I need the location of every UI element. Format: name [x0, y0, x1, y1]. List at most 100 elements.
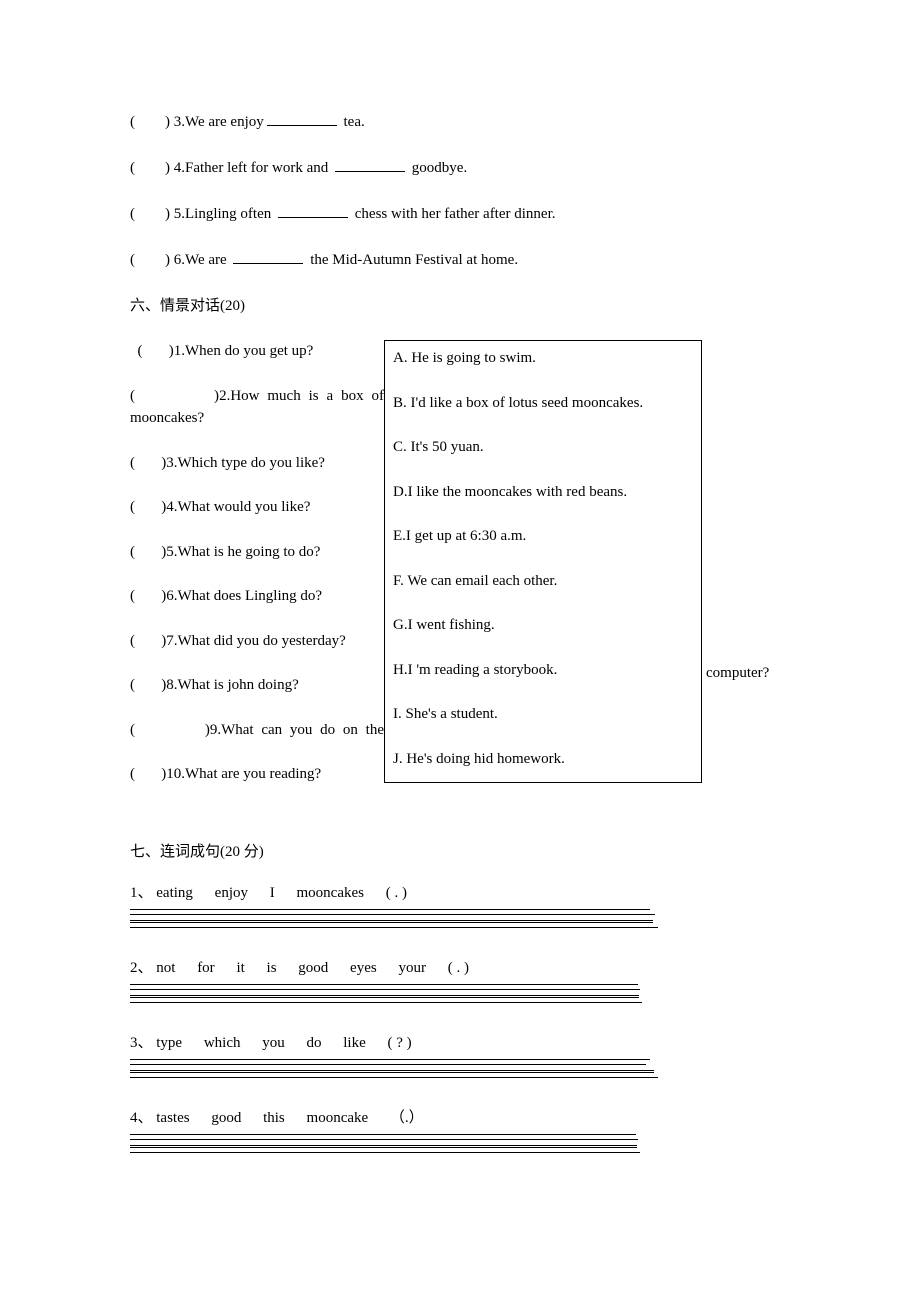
sentence-item: 1、 eating enjoy I mooncakes ( . )	[130, 881, 790, 902]
q-text: 9.What can you do on the	[210, 722, 384, 738]
item-num: 4、	[130, 1110, 153, 1126]
q-text: 4.What would you like?	[166, 499, 310, 515]
match-question: ( )3.Which type do you like?	[130, 452, 384, 475]
answer-option: C. It's 50 yuan.	[393, 436, 693, 459]
answer-paren[interactable]: ( )	[130, 677, 166, 693]
word: it	[236, 960, 244, 977]
item-num: 1、	[130, 885, 153, 901]
q-post: the Mid-Autumn Festival at home.	[306, 252, 518, 268]
word: not	[156, 960, 175, 977]
blank-field[interactable]	[278, 202, 348, 218]
answer-paren[interactable]: ( )	[130, 114, 170, 130]
answer-lines[interactable]	[130, 1058, 790, 1078]
word: you	[262, 1035, 285, 1052]
qa-block: A. He is going to swim. B. I'd like a bo…	[130, 340, 790, 786]
q-pre: Father left for work and	[185, 160, 332, 176]
word: enjoy	[215, 885, 248, 902]
q-post: goodbye.	[408, 160, 467, 176]
q-pre: We are	[185, 252, 230, 268]
answer-paren[interactable]: ( )	[138, 343, 174, 359]
answer-option: F. We can email each other.	[393, 570, 693, 593]
answer-paren[interactable]: ( )	[130, 206, 170, 222]
word: tastes	[156, 1110, 189, 1127]
q-text: 8.What is john doing?	[166, 677, 298, 693]
blank-field[interactable]	[335, 156, 405, 172]
word: for	[197, 960, 215, 977]
q-text: 6.What does Lingling do?	[166, 588, 322, 604]
answer-lines[interactable]	[130, 908, 790, 928]
word: ( . )	[448, 960, 469, 977]
q-pre: Lingling often	[185, 206, 275, 222]
fill-blank-item: ( ) 6.We are the Mid-Autumn Festival at …	[130, 248, 790, 272]
word: which	[204, 1035, 241, 1052]
answer-paren[interactable]: ( )	[130, 588, 166, 604]
match-question: ( )6.What does Lingling do?	[130, 585, 384, 608]
match-question: ( )4.What would you like?	[130, 496, 384, 519]
questions-col: ( )1.When do you get up? ( )2.How much i…	[130, 340, 384, 741]
word: mooncakes	[297, 885, 364, 902]
match-question: ( )2.How much is a box of mooncakes?	[130, 385, 384, 430]
word: ( ? )	[388, 1035, 412, 1052]
q-text: 3.Which type do you like?	[166, 455, 325, 471]
word: this	[263, 1110, 285, 1127]
fill-blank-item: ( ) 5.Lingling often chess with her fath…	[130, 202, 790, 226]
word: good	[298, 960, 328, 977]
section-7-title: 七、连词成句(20 分)	[130, 840, 790, 861]
answer-paren[interactable]: ( )	[130, 722, 210, 738]
answer-paren[interactable]: ( )	[130, 499, 166, 515]
word: type	[156, 1035, 182, 1052]
answer-option: A. He is going to swim.	[393, 347, 693, 370]
answer-option: D.I like the mooncakes with red beans.	[393, 481, 693, 504]
q-text: 10.What are you reading?	[166, 766, 321, 782]
q-pre: We are enjoy	[185, 114, 264, 130]
answer-paren[interactable]: ( )	[130, 160, 170, 176]
match-question: ( )5.What is he going to do?	[130, 541, 384, 564]
answer-option: J. He's doing hid homework.	[393, 748, 693, 771]
q-post: chess with her father after dinner.	[351, 206, 556, 222]
match-question: ( )7.What did you do yesterday?	[130, 630, 384, 653]
q-text: 5.What is he going to do?	[166, 544, 320, 560]
section-6-title: 六、情景对话(20)	[130, 294, 790, 318]
q-text: 7.What did you do yesterday?	[166, 633, 346, 649]
word: （.）	[390, 1106, 424, 1127]
answer-paren[interactable]: ( )	[130, 388, 219, 404]
question-9-trail: computer?	[706, 665, 769, 682]
sentence-item: 4、 tastes good this mooncake （.）	[130, 1106, 790, 1127]
answer-option: B. I'd like a box of lotus seed mooncake…	[393, 392, 693, 415]
match-question: ( )1.When do you get up?	[130, 340, 384, 363]
word: is	[267, 960, 277, 977]
answer-paren[interactable]: ( )	[130, 766, 166, 782]
word: eyes	[350, 960, 377, 977]
match-question: ( )9.What can you do on the	[130, 719, 384, 742]
answers-box: A. He is going to swim. B. I'd like a bo…	[384, 340, 702, 783]
match-question: ( )8.What is john doing?	[130, 674, 384, 697]
word: ( . )	[386, 885, 407, 902]
sentence-item: 3、 type which you do like ( ? )	[130, 1031, 790, 1052]
answer-paren[interactable]: ( )	[130, 252, 170, 268]
word: eating	[156, 885, 193, 902]
answer-option: G.I went fishing.	[393, 614, 693, 637]
answer-option: E.I get up at 6:30 a.m.	[393, 525, 693, 548]
answer-lines[interactable]	[130, 983, 790, 1003]
blank-field[interactable]	[267, 110, 337, 126]
word: your	[398, 960, 426, 977]
answer-paren[interactable]: ( )	[130, 455, 166, 471]
answer-paren[interactable]: ( )	[130, 544, 166, 560]
word: mooncake	[307, 1110, 369, 1127]
answer-option: I. She's a student.	[393, 703, 693, 726]
word: I	[270, 885, 275, 902]
answer-lines[interactable]	[130, 1133, 790, 1153]
q-post: tea.	[340, 114, 365, 130]
item-num: 3、	[130, 1035, 153, 1051]
answer-paren[interactable]: ( )	[130, 633, 166, 649]
sentence-item: 2、 not for it is good eyes your ( . )	[130, 956, 790, 977]
blank-field[interactable]	[233, 248, 303, 264]
word: good	[211, 1110, 241, 1127]
fill-blank-item: ( ) 3.We are enjoy tea.	[130, 110, 790, 134]
answer-option: H.I 'm reading a storybook.	[393, 659, 693, 682]
word: like	[343, 1035, 366, 1052]
q-text: 1.When do you get up?	[174, 343, 314, 359]
fill-blank-item: ( ) 4.Father left for work and goodbye.	[130, 156, 790, 180]
item-num: 2、	[130, 960, 153, 976]
word: do	[307, 1035, 322, 1052]
